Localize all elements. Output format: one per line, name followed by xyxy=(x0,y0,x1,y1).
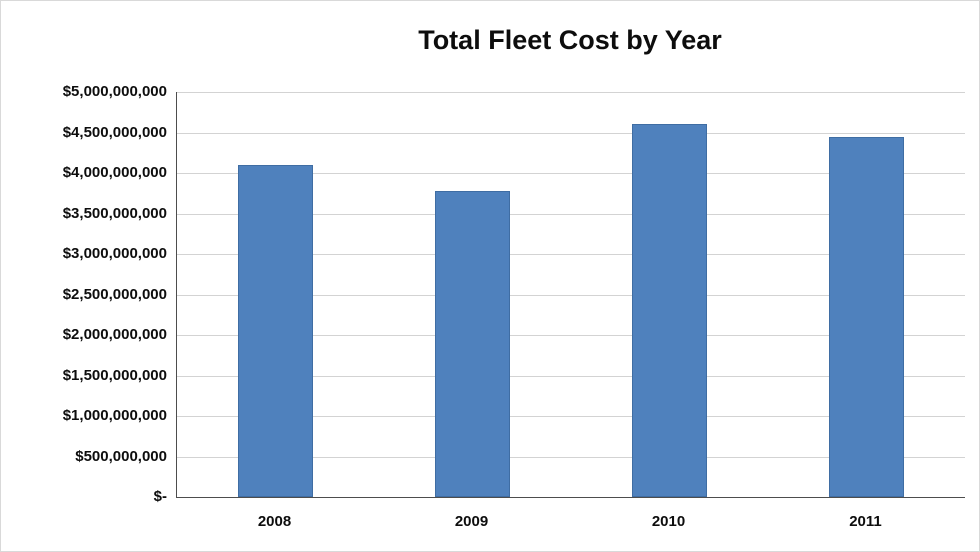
y-tick-label: $1,500,000,000 xyxy=(62,367,167,384)
y-tick-label: $4,000,000,000 xyxy=(62,164,167,181)
bar-2009 xyxy=(435,191,510,497)
gridline xyxy=(177,214,965,215)
gridline xyxy=(177,92,965,93)
bar-2008 xyxy=(238,165,313,497)
gridline xyxy=(177,295,965,296)
y-tick-label: $500,000,000 xyxy=(75,448,167,465)
plot-area xyxy=(176,92,965,498)
y-tick-label: $2,500,000,000 xyxy=(62,286,167,303)
gridline xyxy=(177,335,965,336)
gridline xyxy=(177,133,965,134)
bar-2011 xyxy=(829,137,904,497)
gridline xyxy=(177,254,965,255)
y-tick-label: $1,000,000,000 xyxy=(62,407,167,424)
gridline xyxy=(177,376,965,377)
bar-2010 xyxy=(632,124,707,497)
gridline xyxy=(177,173,965,174)
gridline xyxy=(177,416,965,417)
x-tick-label: 2010 xyxy=(651,513,686,530)
chart-title: Total Fleet Cost by Year xyxy=(418,25,722,55)
y-tick-label: $- xyxy=(153,488,167,505)
gridline xyxy=(177,457,965,458)
y-tick-label: $2,000,000,000 xyxy=(62,326,167,343)
y-tick-label: $5,000,000,000 xyxy=(62,83,167,100)
y-tick-label: $4,500,000,000 xyxy=(62,124,167,141)
x-tick-label: 2009 xyxy=(454,513,489,530)
x-tick-label: 2011 xyxy=(849,513,882,530)
y-tick-label: $3,000,000,000 xyxy=(62,245,167,262)
x-tick-label: 2008 xyxy=(257,513,292,530)
y-tick-label: $3,500,000,000 xyxy=(62,205,167,222)
